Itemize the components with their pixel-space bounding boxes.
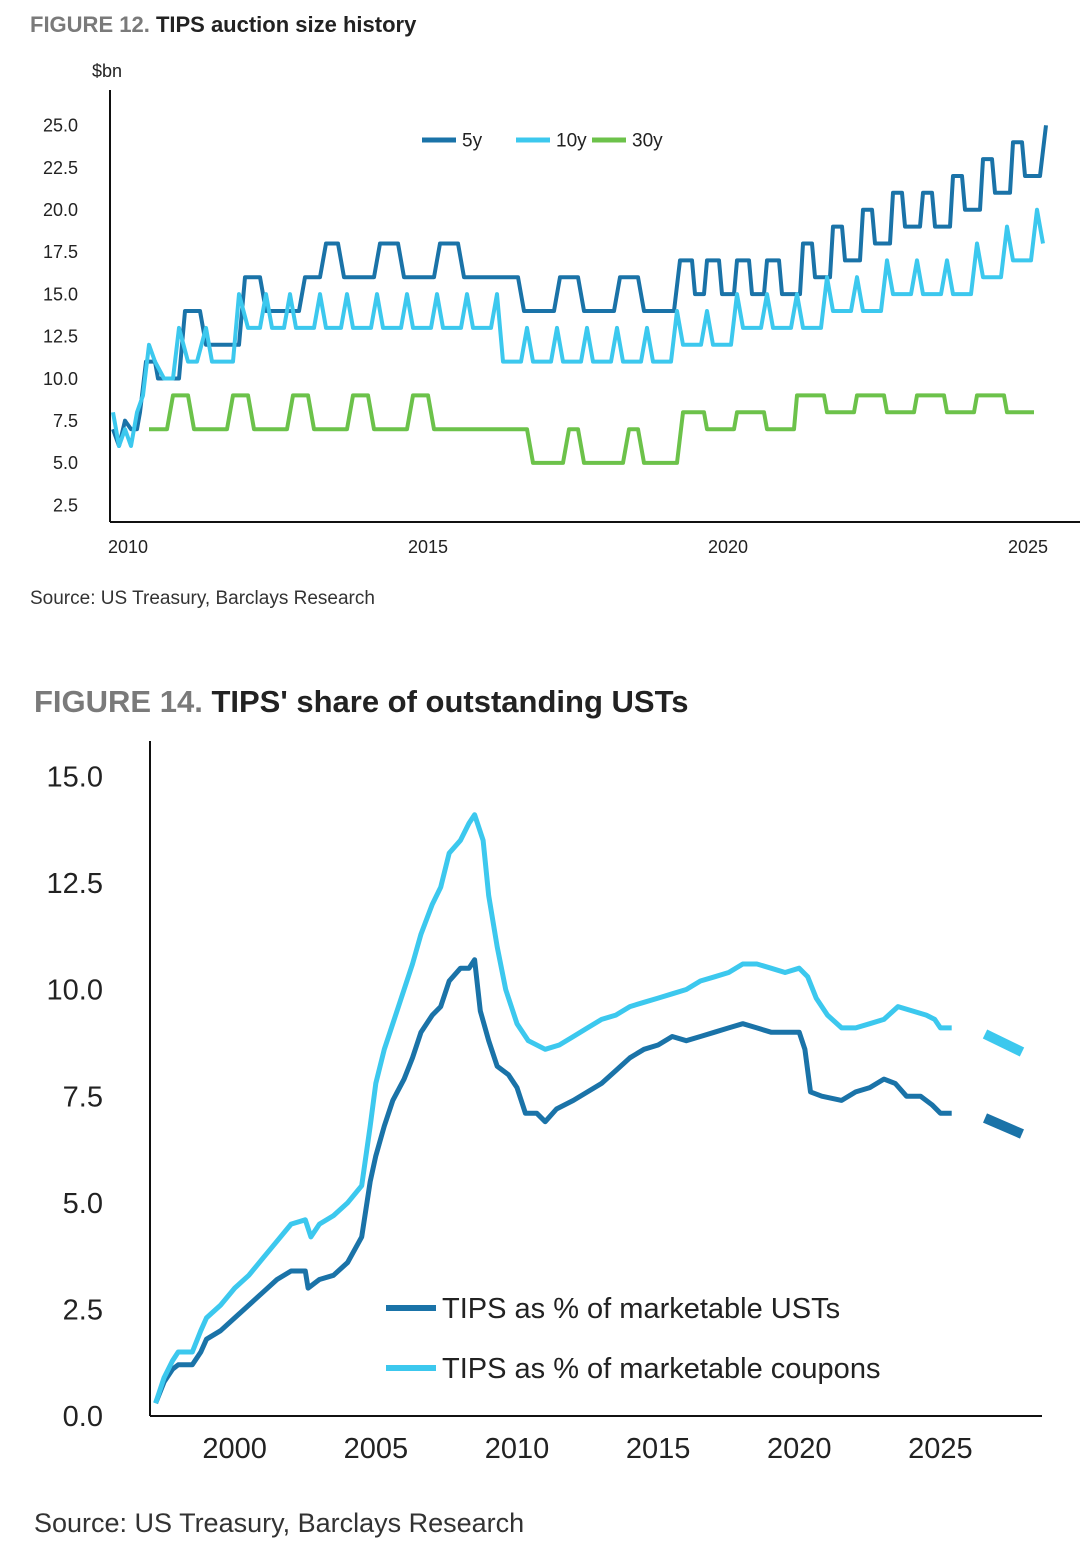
figure14-y-tick-label: 0.0: [63, 1401, 103, 1433]
figure12-y-tick-label: 7.5: [53, 411, 78, 431]
figure14-series-line-2: [153, 812, 952, 1404]
figure14-legend-label-2: TIPS as % of marketable coupons: [442, 1353, 880, 1385]
figure14-y-tick-label: 10.0: [47, 975, 103, 1007]
figure14-number: FIGURE 14.: [34, 684, 203, 719]
figure14-x-tick-label: 2000: [202, 1433, 267, 1465]
figure14-y-tick-label: 12.5: [47, 868, 103, 900]
figure12-y-axis-label: $bn: [92, 61, 122, 81]
figure12-number: FIGURE 12.: [30, 12, 150, 37]
figure12-legend-label-3: 30y: [632, 131, 663, 152]
figure14-title-text: TIPS' share of outstanding USTs: [211, 684, 689, 719]
figure14-x-tick-label: 2020: [767, 1433, 832, 1465]
figure12-y-tick-label: 15.0: [43, 284, 78, 304]
figure12-chart: 25.0 22.5 20.0 17.5 15.0 12.5 10.0 7.5 5.0 2.5 201…: [43, 61, 1080, 557]
figure14-x-tick-label: 2005: [344, 1433, 409, 1465]
figure14-y-tick-label: 15.0: [47, 761, 103, 793]
figure12-y-tick-label: 20.0: [43, 200, 78, 220]
figure12-legend-label-2: 10y: [556, 131, 587, 152]
figure12-series-line-2: [111, 207, 1045, 448]
figure12-x-tick-label: 2025: [1008, 537, 1048, 557]
figure12-x-tick-label: 2020: [708, 537, 748, 557]
figure12-title: FIGURE 12. TIPS auction size history: [30, 12, 416, 38]
figure12-title-text: TIPS auction size history: [155, 12, 417, 37]
figure14-y-tick-label: 5.0: [63, 1188, 103, 1220]
figure14-x-tick-label: 2025: [908, 1433, 973, 1465]
figure14-x-tick-label: 2015: [626, 1433, 691, 1465]
figure12-x-tick-label: 2015: [408, 537, 448, 557]
figure14-projection-dash-coupons: [982, 1029, 1025, 1057]
figure14-y-tick-label: 2.5: [63, 1295, 103, 1327]
figure12-x-tick-label: 2010: [108, 537, 148, 557]
figure12-y-tick-label: 25.0: [43, 116, 78, 136]
figure12-y-tick-label: 2.5: [53, 495, 78, 515]
figure12-y-tick-label: 22.5: [43, 158, 78, 178]
figure14-y-tick-label: 7.5: [63, 1081, 103, 1113]
figure12-source: Source: US Treasury, Barclays Research: [30, 588, 375, 609]
figure14-x-tick-label: 2010: [485, 1433, 550, 1465]
figure14-legend-label-1: TIPS as % of marketable USTs: [442, 1293, 840, 1325]
figure14-projection-dash-usts: [983, 1113, 1024, 1139]
figure12-y-tick-label: 5.0: [53, 453, 78, 473]
figure12-y-tick-label: 12.5: [43, 327, 78, 347]
figure12-y-tick-label: 10.0: [43, 369, 78, 389]
figure14-source: Source: US Treasury, Barclays Research: [34, 1508, 525, 1538]
figure12-legend-label-1: 5y: [462, 131, 483, 152]
figure14-series-line-1: [153, 957, 952, 1405]
figure12-series-line-1: [111, 125, 1048, 448]
figure14-title: FIGURE 14. TIPS' share of outstanding US…: [34, 684, 688, 720]
figure12-series-line-3: [149, 393, 1034, 465]
figure12-y-tick-label: 17.5: [43, 242, 78, 262]
